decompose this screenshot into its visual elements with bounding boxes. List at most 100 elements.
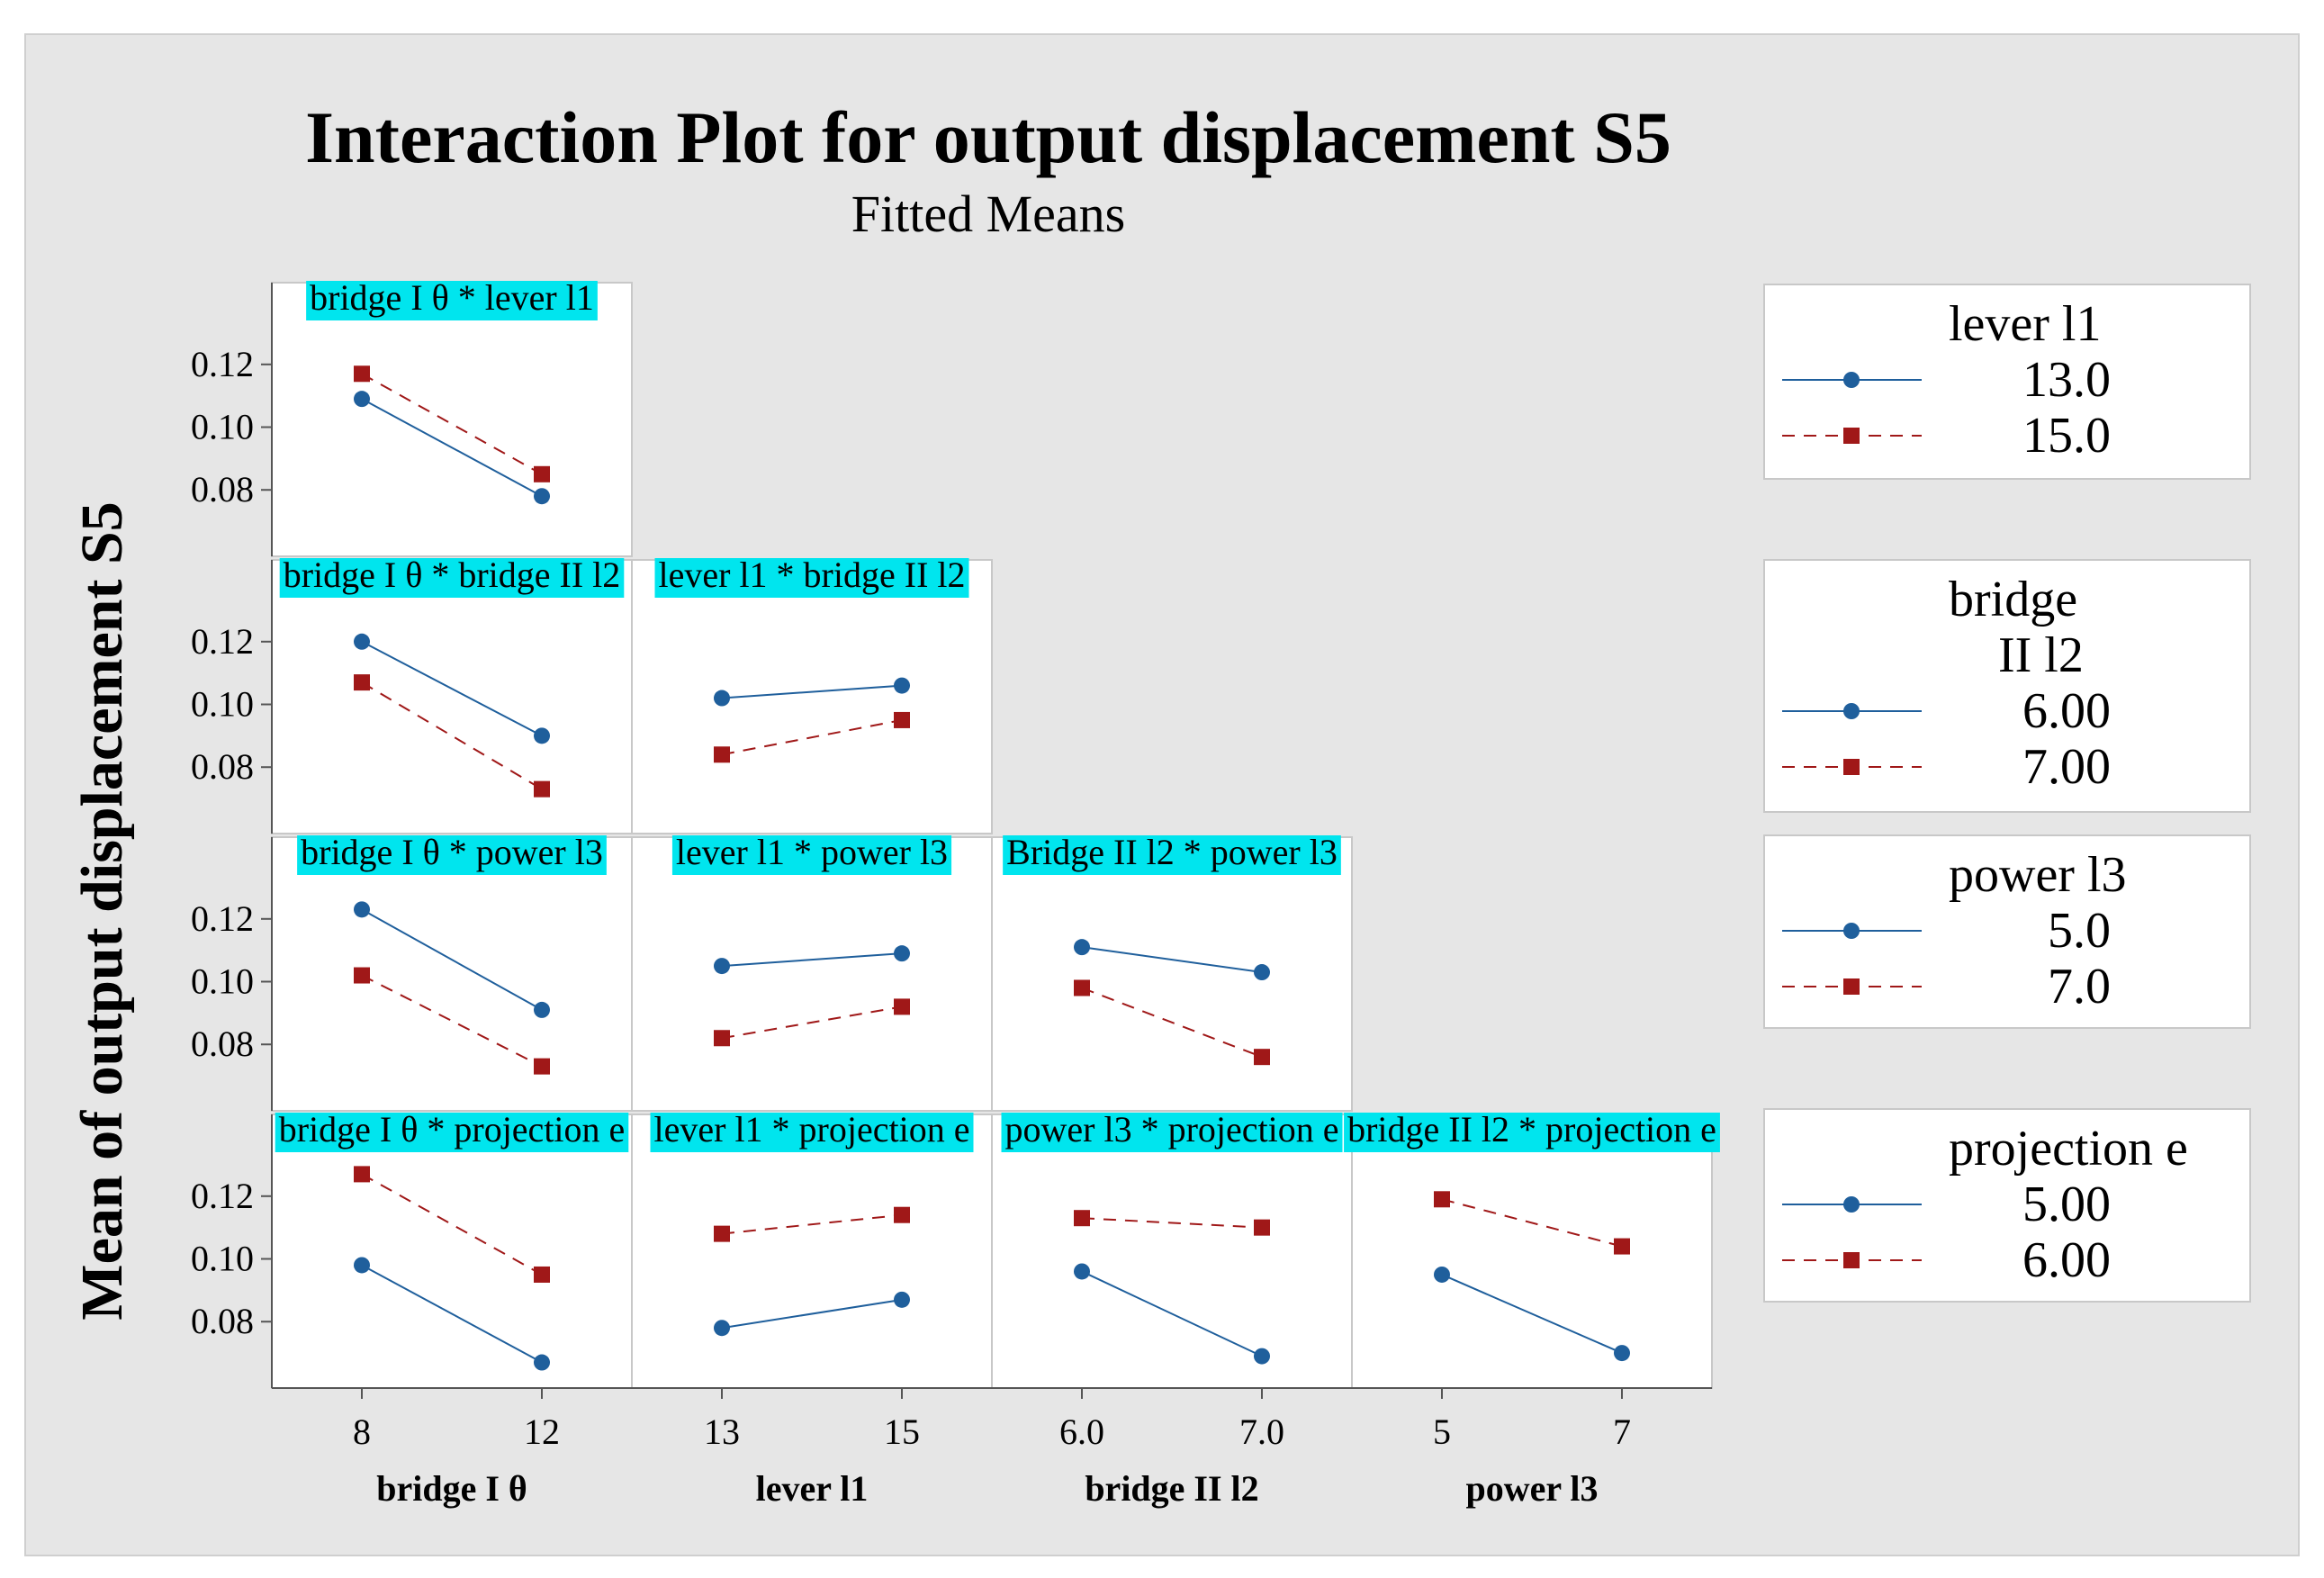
legend-marker	[1843, 372, 1860, 388]
data-point	[354, 1257, 370, 1274]
series-line	[361, 398, 543, 498]
panel-power-l3-projection-e: power l3 * projection e	[991, 1109, 1353, 1389]
data-point	[894, 711, 910, 728]
data-point	[894, 945, 910, 962]
y-tick-label: 0.08	[191, 746, 254, 787]
data-point	[894, 677, 910, 694]
series-line	[361, 1264, 543, 1364]
panel-lever-l1-projection-e: lever l1 * projection e	[631, 1109, 993, 1389]
y-tick-label: 0.10	[191, 407, 254, 447]
data-point	[1254, 1219, 1270, 1236]
series-line	[1441, 1274, 1623, 1355]
panel-frame	[631, 559, 993, 834]
x-tick-label: 12	[524, 1411, 560, 1452]
panel-frame	[991, 1114, 1353, 1389]
data-point	[354, 633, 370, 650]
x-tick-label: 8	[353, 1411, 371, 1452]
data-point	[534, 488, 550, 505]
x-tick-label: 7	[1613, 1411, 1631, 1452]
legend-entry: 6.00	[2022, 1232, 2111, 1288]
data-point	[354, 967, 370, 984]
x-axis-label: bridge II l2	[1085, 1468, 1258, 1509]
panel-label-highlight	[275, 1113, 629, 1152]
data-point	[1254, 964, 1270, 981]
legend-marker	[1843, 1252, 1860, 1268]
legend-title: lever l1	[1949, 296, 2101, 352]
panel-bridge-i-power-l3: bridge I θ * power l3	[271, 832, 633, 1112]
legend-title: II l2	[1998, 627, 2084, 683]
panel-frame	[271, 559, 633, 834]
legend-marker	[1843, 428, 1860, 444]
data-point	[534, 1266, 550, 1283]
series-line	[1081, 1217, 1263, 1229]
y-tick-label: 0.08	[191, 1301, 254, 1341]
data-point	[714, 1320, 730, 1337]
series-line	[361, 908, 543, 1011]
panel-bridge-i-bridge-ii-l2: bridge I θ * bridge II l2	[271, 555, 633, 834]
legend-title: bridge	[1949, 572, 2077, 627]
series-line	[721, 684, 903, 699]
x-tick-label: 15	[884, 1411, 920, 1452]
y-tick-label: 0.12	[191, 344, 254, 384]
panel-label-highlight	[650, 1113, 974, 1152]
data-point	[1074, 1263, 1090, 1280]
data-point	[354, 391, 370, 408]
data-point	[1434, 1266, 1450, 1283]
series-line	[721, 1298, 903, 1330]
x-axis-label: lever l1	[756, 1468, 869, 1509]
data-point	[1074, 979, 1090, 996]
x-tick-label: 13	[704, 1411, 740, 1452]
y-tick-label: 0.12	[191, 898, 254, 939]
panel-label: lever l1 * bridge II l2	[659, 555, 966, 595]
panel-label: bridge I θ * projection e	[279, 1109, 626, 1150]
panel-frame	[271, 1114, 633, 1389]
legend-title: power l3	[1949, 847, 2127, 903]
legend-entry: 15.0	[2022, 408, 2111, 464]
panel-frame	[1351, 1114, 1713, 1389]
data-point	[1614, 1345, 1630, 1362]
y-tick-label: 0.08	[191, 1023, 254, 1064]
legend-marker	[1843, 1196, 1860, 1213]
legend-box	[1763, 834, 2251, 1029]
legend-marker	[1843, 978, 1860, 995]
x-axis-label: power l3	[1465, 1468, 1598, 1509]
series-line	[721, 1005, 903, 1040]
y-axis-label: Mean of output displacement S5	[69, 501, 135, 1320]
series-line	[721, 952, 903, 968]
panel-lever-l1-bridge-ii-l2: lever l1 * bridge II l2	[631, 555, 993, 834]
y-axes: 0.08 0.10 0.12 0.08 0.10 0.12 0.08 0.10 0.12 0.08…	[191, 283, 273, 1388]
legend-entry: 7.00	[2022, 739, 2111, 795]
data-point	[534, 1001, 550, 1018]
data-point	[354, 365, 370, 383]
x-axis-label: bridge I θ	[376, 1468, 527, 1509]
panel-label-highlight	[1003, 835, 1341, 875]
data-point	[534, 727, 550, 744]
legend-4: projection e5.006.00	[1763, 1108, 2251, 1303]
data-point	[714, 958, 730, 975]
legend-3: power l35.07.0	[1763, 834, 2251, 1029]
panel-label-highlight	[306, 281, 598, 320]
panel-lever-l1-power-l3: lever l1 * power l3	[631, 832, 993, 1112]
legend-entry: 7.0	[2048, 959, 2111, 1014]
panel-label: Bridge II l2 * power l3	[1006, 832, 1338, 872]
panel-label: bridge I θ * bridge II l2	[284, 555, 621, 595]
panel-frame	[631, 1114, 993, 1389]
panel-label: bridge I θ * lever l1	[310, 277, 594, 318]
x-tick-label: 5	[1433, 1411, 1451, 1452]
data-point	[534, 465, 550, 482]
panel-frame	[991, 836, 1353, 1112]
data-point	[534, 1354, 550, 1371]
y-tick-label: 0.10	[191, 961, 254, 1002]
data-point	[1254, 1049, 1270, 1066]
panel-bridge-i-lever-l1: bridge I θ * lever l1	[271, 277, 633, 557]
y-tick-label: 0.12	[191, 621, 254, 662]
legend-marker	[1843, 759, 1860, 775]
chart-title: Interaction Plot for output displacement…	[305, 96, 1671, 178]
data-point	[1434, 1191, 1450, 1208]
series-line	[1081, 1270, 1263, 1357]
data-point	[1074, 939, 1090, 956]
data-point	[714, 1225, 730, 1242]
